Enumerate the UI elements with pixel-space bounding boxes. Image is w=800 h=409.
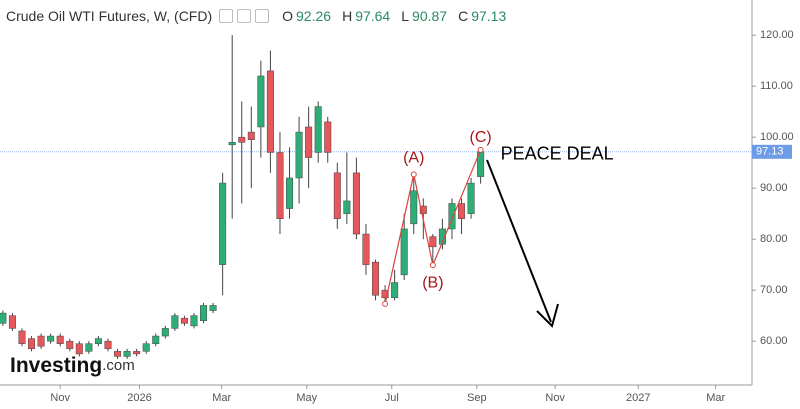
y-tick-label: 60.00 — [760, 335, 788, 347]
ohlc-key: L — [401, 8, 410, 24]
icon[interactable] — [219, 9, 234, 23]
candle-body — [104, 340, 112, 350]
candle-body — [123, 351, 131, 357]
candle-body — [458, 203, 466, 220]
candle-body — [333, 172, 341, 220]
candle-body — [391, 282, 399, 299]
zigzag-point — [429, 262, 436, 269]
candle-body — [200, 305, 208, 321]
wave-label: (C) — [470, 129, 492, 146]
candle-body — [0, 312, 7, 324]
x-tick-label: Mar — [706, 392, 725, 404]
candle-body — [28, 338, 36, 350]
zigzag-point — [477, 146, 484, 153]
candle-body — [286, 177, 294, 209]
candle-body — [228, 142, 236, 146]
candle-body — [314, 106, 322, 153]
y-tick-label: 90.00 — [760, 182, 788, 194]
candle-body — [37, 335, 45, 347]
x-tick-label: Sep — [467, 392, 487, 404]
ohlc-value: 97.64 — [355, 8, 391, 24]
x-tick-label: Nov — [50, 392, 70, 404]
candle-body — [161, 328, 169, 337]
candle-body — [324, 121, 332, 153]
ohlc-value: 97.13 — [471, 8, 507, 24]
candle-body — [352, 172, 360, 235]
candle-body — [85, 343, 93, 352]
x-tick-label: Nov — [545, 392, 565, 404]
title: Crude Oil WTI Futures, W, (CFD) — [6, 8, 213, 24]
candle-body — [438, 228, 446, 245]
last-price-label: 97.13 — [756, 146, 784, 158]
candle-body — [343, 200, 351, 214]
ohlc-key: C — [458, 8, 469, 24]
candle-body — [75, 343, 83, 355]
icon[interactable] — [237, 9, 252, 23]
candle-body — [238, 136, 246, 143]
ohlc-key: O — [282, 8, 294, 24]
candle-body — [56, 335, 64, 344]
icons — [219, 9, 270, 23]
candle-body — [171, 315, 179, 329]
y-tick-label: 110.00 — [760, 80, 793, 92]
x-tick-label: 2026 — [127, 392, 151, 404]
candle-body — [8, 315, 16, 329]
annotation-text: PEACE DEAL — [501, 144, 614, 164]
icon[interactable] — [255, 9, 270, 23]
candle-body — [180, 317, 188, 324]
y-tick-label: 100.00 — [760, 131, 794, 143]
candle-body — [209, 305, 217, 311]
candle-body — [448, 203, 456, 230]
candle-body — [257, 75, 265, 128]
y-tick-label: 80.00 — [760, 233, 788, 245]
candle-body — [219, 182, 227, 265]
ohlc-value: 90.87 — [412, 8, 448, 24]
candle-body — [362, 233, 370, 265]
candle-body — [467, 182, 475, 214]
zigzag-point — [410, 171, 417, 178]
candle-body — [400, 228, 408, 276]
candle-body — [152, 335, 160, 344]
candle-body — [429, 236, 437, 248]
candle-body — [190, 315, 198, 327]
watermark-part: Investing — [10, 354, 102, 377]
zigzag-point — [382, 300, 389, 307]
header: Crude Oil WTI Futures, W, (CFD) O 92.26 H 9… — [6, 8, 514, 24]
x-tick-label: Jul — [385, 392, 399, 404]
candle-body — [381, 289, 389, 299]
candle-body — [66, 340, 74, 350]
wave-label: (B) — [422, 274, 443, 291]
watermark-part: .com — [102, 357, 135, 374]
candle-body — [18, 330, 26, 344]
candle-body — [276, 152, 284, 220]
y-tick-label: 120.00 — [760, 29, 794, 41]
candle-body — [142, 343, 150, 352]
candle-body — [247, 131, 255, 140]
x-tick-label: 2027 — [626, 392, 650, 404]
candle-body — [305, 126, 313, 158]
x-tick-label: Mar — [212, 392, 231, 404]
arrow — [486, 159, 552, 323]
wave-label: (A) — [403, 150, 424, 167]
last-price-tag — [752, 144, 792, 159]
candle-body — [114, 351, 122, 357]
zigzag-line — [384, 149, 482, 305]
candle-body — [372, 261, 380, 296]
candle-body — [133, 351, 141, 355]
watermark: Investing.com — [10, 354, 135, 377]
candle-body — [410, 190, 418, 225]
y-tick-label: 70.00 — [760, 284, 788, 296]
arrow-head — [536, 303, 559, 328]
candle-body — [419, 205, 427, 214]
x-tick-label: May — [296, 392, 317, 404]
candle-body — [266, 70, 274, 153]
candle-body — [295, 131, 303, 179]
candle-body — [47, 335, 55, 342]
ohlc-key: H — [342, 8, 353, 24]
ohlc-value: 92.26 — [296, 8, 332, 24]
candle-body — [94, 338, 102, 344]
